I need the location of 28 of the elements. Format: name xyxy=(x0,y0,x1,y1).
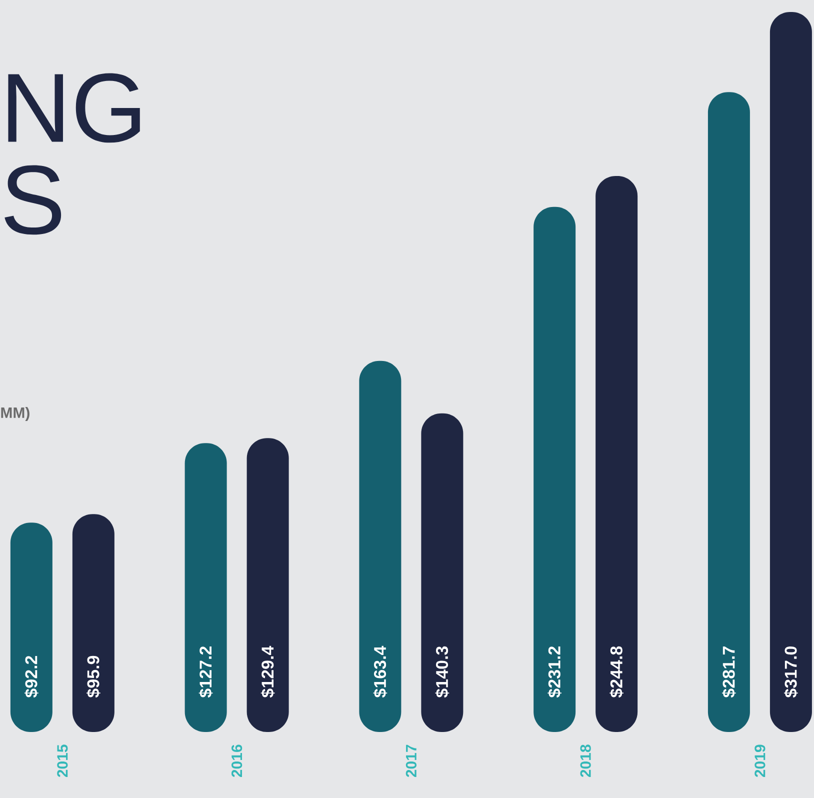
bar xyxy=(246,438,289,732)
annotation: MM) xyxy=(1,407,30,421)
data-label: $127.2 xyxy=(198,646,213,698)
bar xyxy=(72,514,114,732)
data-label: $92.2 xyxy=(24,656,38,698)
bar xyxy=(596,176,638,732)
x-tick-label: 2017 xyxy=(406,744,416,778)
bar xyxy=(708,92,750,732)
x-tick-label: 2015 xyxy=(57,744,68,778)
data-label: $129.4 xyxy=(260,646,275,698)
bar xyxy=(184,443,227,732)
data-label: $244.8 xyxy=(610,646,624,698)
data-label: $163.4 xyxy=(373,646,388,698)
bar xyxy=(534,206,576,732)
x-tick-label: 2019 xyxy=(754,744,766,778)
data-label: $140.3 xyxy=(435,646,450,698)
annotation: NG xyxy=(8,73,140,143)
data-label: $231.2 xyxy=(548,646,562,698)
x-tick-label: 2016 xyxy=(231,744,242,778)
data-label: $317.0 xyxy=(784,646,798,698)
data-label: $95.9 xyxy=(86,656,100,698)
bar xyxy=(359,360,402,732)
bar xyxy=(421,413,464,732)
bar xyxy=(10,522,52,732)
annotation: S xyxy=(4,165,62,235)
bar xyxy=(770,12,812,732)
data-label: $281.7 xyxy=(722,646,736,698)
x-tick-label: 2018 xyxy=(580,744,591,778)
